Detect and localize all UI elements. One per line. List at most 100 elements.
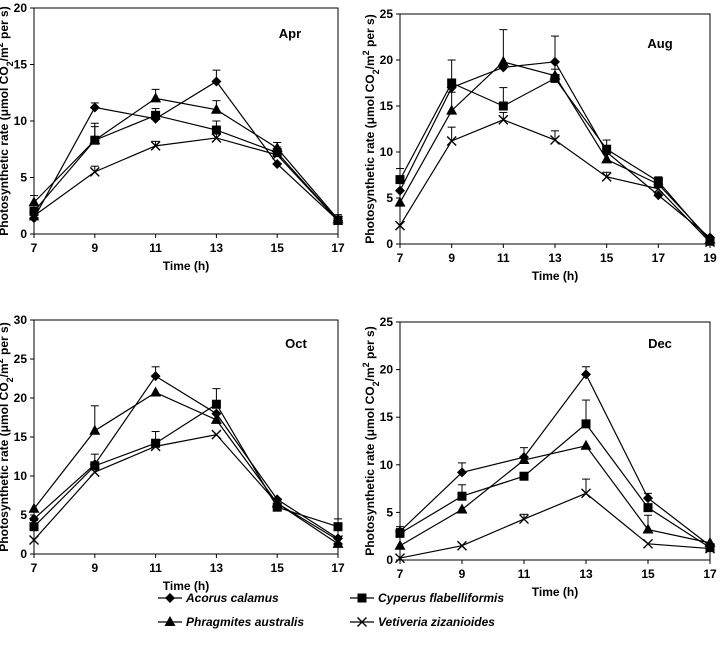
y-label-main: Photosynthetic rate (μmol CO	[363, 386, 377, 555]
y-label-sup: 2	[0, 358, 5, 363]
y-tick-label: 20	[14, 1, 28, 15]
series-x	[395, 478, 715, 564]
data-point	[519, 514, 529, 525]
legend-label: Phragmites australis	[186, 615, 304, 629]
data-point	[89, 424, 101, 435]
panel-title: Oct	[285, 336, 307, 351]
y-tick-label: 10	[14, 114, 28, 128]
data-point	[150, 371, 161, 382]
series-line	[33, 97, 339, 220]
y-tick-label: 20	[380, 53, 394, 67]
legend-label: Cyperus flabelliformis	[378, 591, 504, 605]
data-point	[447, 78, 457, 88]
x-tick-label: 9	[91, 561, 98, 575]
y-tick-label: 15	[380, 99, 394, 113]
y-label-main: Photosynthetic rate (μmol CO	[0, 382, 11, 551]
panel-title: Apr	[279, 26, 301, 41]
y-label-sub: 2	[5, 377, 15, 382]
data-point	[446, 135, 457, 146]
y-label-mid: /m	[0, 363, 11, 377]
data-point	[332, 213, 344, 224]
data-point	[498, 101, 508, 111]
y-label-mid: /m	[363, 367, 377, 381]
y-label-sub: 2	[371, 381, 381, 386]
series-x	[29, 429, 343, 545]
data-point	[211, 408, 222, 419]
y-tick-label: 25	[14, 352, 28, 366]
data-point	[151, 438, 161, 448]
panel-title: Dec	[648, 336, 672, 351]
y-label-mid: /m	[363, 55, 377, 69]
x-tick-label: 13	[210, 561, 224, 575]
x-tick-label: 17	[331, 241, 345, 255]
x-tick-label: 9	[459, 567, 466, 581]
legend-label: Acorus calamus	[185, 591, 279, 605]
data-point	[210, 103, 222, 114]
y-tick-label: 20	[14, 391, 28, 405]
series-x	[395, 111, 715, 248]
panel-aug: 0 5 10 15 20 25 7 9 11 13 15 17 19 Time (h) Photosynth…	[361, 7, 717, 283]
data-point	[642, 523, 654, 534]
data-point	[653, 183, 664, 194]
y-tick-label: 10	[380, 458, 394, 472]
y-label-mid: /m	[0, 47, 11, 61]
series-line	[33, 375, 339, 539]
data-point	[457, 491, 467, 501]
series-line	[399, 422, 711, 549]
legend-marker	[357, 593, 367, 603]
series-line	[33, 391, 339, 545]
x-tick-label: 7	[397, 251, 404, 265]
x-tick-label: 15	[641, 567, 655, 581]
data-point	[150, 441, 161, 452]
legend-label: Vetiveria zizanioides	[378, 615, 495, 629]
x-axis-label: Time (h)	[532, 269, 578, 283]
series-square	[395, 399, 715, 553]
panel-title: Aug	[647, 36, 672, 51]
y-label-sup: 2	[0, 42, 5, 47]
data-point	[602, 144, 612, 154]
y-tick-label: 20	[380, 363, 394, 377]
x-tick-label: 9	[91, 241, 98, 255]
data-point	[333, 522, 343, 532]
x-tick-label: 13	[548, 251, 562, 265]
data-point	[518, 454, 530, 465]
data-point	[601, 171, 612, 182]
data-point	[150, 140, 161, 151]
x-axis-label: Time (h)	[163, 259, 209, 273]
series-diamond	[395, 56, 715, 243]
data-point	[497, 55, 509, 66]
data-point	[211, 429, 222, 440]
y-label-main: Photosynthetic rate (μmol CO	[363, 74, 377, 243]
y-tick-label: 0	[386, 553, 393, 567]
data-point	[272, 158, 283, 169]
y-tick-label: 5	[20, 171, 27, 185]
y-tick-label: 15	[14, 58, 28, 72]
data-point	[457, 540, 467, 551]
data-point	[395, 185, 405, 196]
data-point	[601, 153, 613, 164]
data-point	[89, 467, 100, 478]
data-point	[210, 413, 222, 424]
x-tick-label: 13	[210, 241, 224, 255]
series-square	[395, 59, 715, 246]
data-point	[89, 166, 100, 177]
data-point	[394, 539, 406, 550]
data-point	[705, 237, 715, 248]
data-point	[519, 471, 529, 481]
series-triangle	[394, 439, 716, 550]
data-point	[29, 534, 39, 545]
data-point	[150, 92, 162, 103]
x-tick-label: 11	[497, 251, 510, 265]
x-tick-label: 13	[579, 567, 593, 581]
data-point	[333, 534, 343, 545]
data-point	[498, 114, 509, 125]
data-point	[643, 538, 653, 549]
data-point	[456, 503, 468, 514]
data-point	[446, 104, 458, 115]
data-point	[581, 419, 591, 429]
data-point	[395, 220, 405, 231]
y-tick-label: 0	[386, 237, 393, 251]
y-tick-label: 15	[380, 410, 394, 424]
plot-frame	[33, 7, 339, 235]
data-point	[704, 233, 716, 244]
